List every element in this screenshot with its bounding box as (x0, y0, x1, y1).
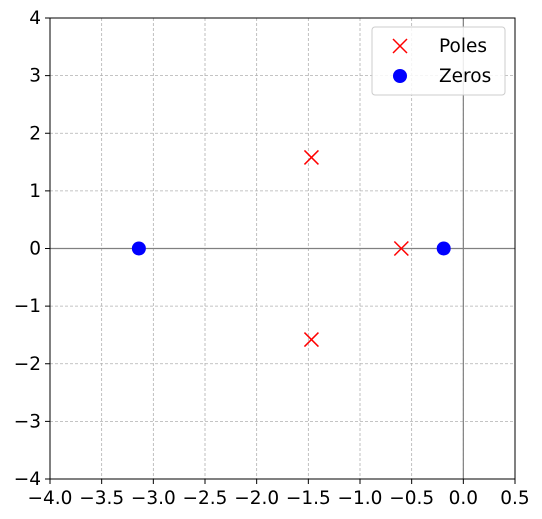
y-tick-label: 1 (29, 181, 41, 202)
y-tick-label: −1 (14, 296, 41, 317)
pole-marker (393, 240, 409, 257)
x-tick-label: −2.5 (183, 488, 228, 509)
x-tick-label: −0.5 (389, 488, 434, 509)
x-tick-label: −3.5 (79, 488, 124, 509)
y-tick-label: −3 (14, 411, 41, 432)
y-tick-label: 0 (29, 239, 41, 260)
legend-label-poles: Poles (439, 36, 487, 57)
legend-marker-zeros (393, 69, 407, 83)
y-tick-label: −2 (14, 354, 41, 375)
y-tick-label: −4 (14, 469, 41, 490)
pole-marker (303, 149, 319, 165)
x-tick-label: 0.0 (449, 488, 478, 509)
legend-marker-poles (392, 38, 408, 54)
y-tick-label: 2 (29, 123, 41, 144)
x-tick-label: 0.5 (500, 488, 529, 509)
x-tick-label: −4.0 (28, 488, 73, 509)
y-tick-label: 3 (29, 66, 41, 87)
zero-marker (436, 241, 451, 256)
axis-ticks: −4.0 −3.5 −3.0 −2.5 −2.0 −1.5 −1.0 −0.5 0.0 0.5 −4… (14, 8, 530, 509)
pole-marker (303, 332, 319, 348)
y-tick-label: 4 (29, 8, 41, 29)
zero-marker (131, 241, 146, 256)
x-tick-label: −2.0 (234, 488, 279, 509)
x-tick-label: −1.5 (286, 488, 331, 509)
legend: Poles Zeros (371, 26, 506, 96)
x-tick-label: −1.0 (338, 488, 383, 509)
legend-label-zeros: Zeros (439, 66, 491, 87)
data-marks (131, 149, 451, 348)
x-tick-label: −3.0 (131, 488, 176, 509)
